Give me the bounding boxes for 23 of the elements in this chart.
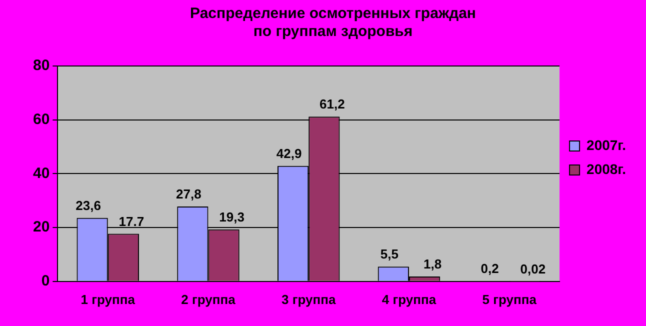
x-tick-label: 1 группа (80, 292, 136, 307)
data-label: 1,8 (424, 256, 442, 272)
data-label: 61,2 (320, 96, 345, 112)
data-label: 19,3 (219, 210, 244, 225)
data-label: 27,8 (176, 186, 202, 202)
x-tick-label: 2 группа (181, 292, 236, 307)
y-tick-label: 40 (32, 164, 50, 182)
legend-label: 2008г. (586, 160, 626, 177)
x-tick-label: 4 группа (382, 292, 437, 307)
data-label: 23,6 (76, 198, 101, 213)
legend-label: 2007г. (586, 136, 626, 153)
data-label: 5,5 (380, 246, 398, 262)
x-tick-label: 3 группа (282, 292, 336, 307)
y-tick-label: 20 (32, 218, 50, 236)
data-label: 17.7 (118, 214, 144, 229)
x-tick-label: 5 группа (482, 292, 538, 307)
y-tick-label: 80 (32, 57, 50, 74)
data-label: 0,2 (480, 260, 499, 276)
data-label: 42,9 (276, 146, 302, 161)
chart-title: Распределение осмотренных граждан по группам здоровья (190, 5, 476, 40)
data-label: 0,02 (520, 261, 546, 276)
y-tick-label: 0 (41, 272, 50, 290)
y-tick-label: 60 (32, 110, 50, 128)
